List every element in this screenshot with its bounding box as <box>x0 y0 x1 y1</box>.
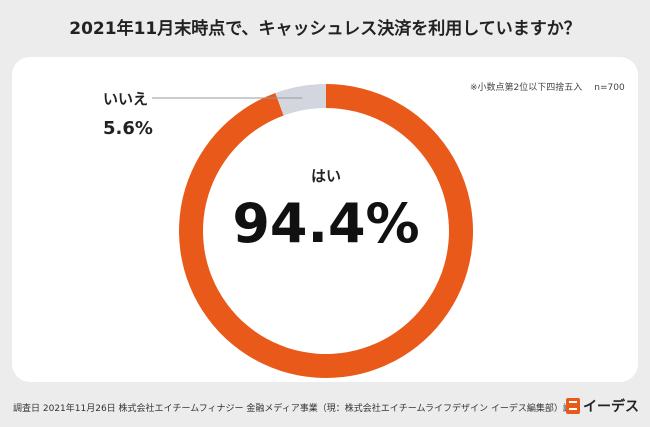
sample-size: n=700 <box>594 83 625 93</box>
logo-text: イーデス <box>583 399 639 415</box>
no-value-label: 5.6% <box>103 118 153 139</box>
yes-value-label: 94.4% <box>232 192 419 255</box>
rounding-note: ※小数点第2位以下四捨五入 <box>470 83 583 93</box>
yes-category-label: はい <box>311 167 341 185</box>
edesu-logo-icon <box>566 398 580 414</box>
footer-source: 調査日 2021年11月26日 株式会社エイチームフィナジー 金融メディア事業（… <box>13 404 581 414</box>
chart-card <box>12 57 638 382</box>
slice-no <box>275 84 326 116</box>
chart-title: 2021年11月末時点で、キャッシュレス決済を利用していますか？ <box>69 19 581 39</box>
brand-logo: イーデス <box>566 396 639 416</box>
note: ※小数点第2位以下四捨五入 n=700 <box>470 80 625 93</box>
no-category-label: いいえ <box>103 90 148 108</box>
